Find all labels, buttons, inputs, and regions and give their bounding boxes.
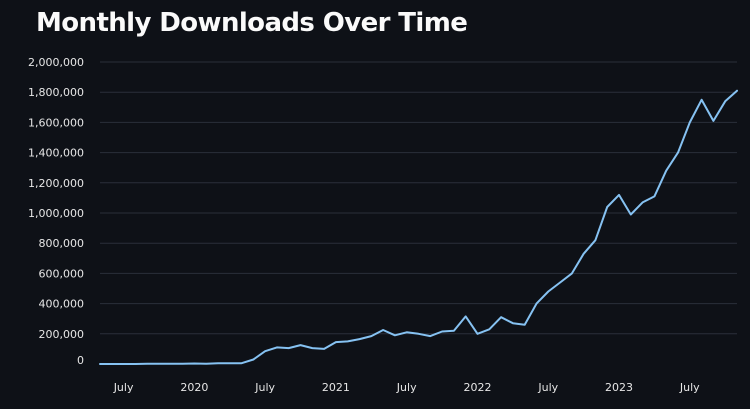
data-point[interactable] — [592, 237, 598, 243]
x-tick-label: July — [113, 381, 134, 394]
y-tick-label: 2,000,000 — [28, 56, 84, 69]
data-point[interactable] — [604, 204, 610, 210]
data-point[interactable] — [722, 98, 728, 104]
data-point[interactable] — [675, 150, 681, 156]
data-point[interactable] — [227, 360, 233, 366]
data-point[interactable] — [663, 168, 669, 174]
data-point[interactable] — [180, 361, 186, 367]
data-point[interactable] — [710, 118, 716, 124]
data-point[interactable] — [439, 329, 445, 335]
data-point[interactable] — [616, 192, 622, 198]
data-point[interactable] — [569, 270, 575, 276]
data-point[interactable] — [734, 88, 740, 94]
x-tick-label: 2022 — [463, 381, 491, 394]
data-point[interactable] — [298, 342, 304, 348]
x-tick-label: 2020 — [180, 381, 208, 394]
data-point[interactable] — [109, 361, 115, 367]
y-tick-label: 400,000 — [39, 298, 85, 311]
x-axis: July 2020 July 2021 July 2022 July 2023 July — [113, 381, 700, 394]
data-point[interactable] — [451, 328, 457, 334]
data-point[interactable] — [474, 331, 480, 337]
data-point[interactable] — [215, 360, 221, 366]
data-point[interactable] — [486, 326, 492, 332]
x-tick-label: July — [254, 381, 275, 394]
data-point[interactable] — [510, 320, 516, 326]
x-tick-label: 2021 — [322, 381, 350, 394]
data-point[interactable] — [498, 314, 504, 320]
data-point[interactable] — [687, 119, 693, 125]
data-point[interactable] — [463, 313, 469, 319]
data-point[interactable] — [191, 361, 197, 367]
x-tick-label: 2023 — [605, 381, 633, 394]
data-point[interactable] — [97, 361, 103, 367]
data-point[interactable] — [380, 327, 386, 333]
y-tick-label: 1,200,000 — [28, 177, 84, 190]
x-tick-label: July — [679, 381, 700, 394]
data-point[interactable] — [522, 322, 528, 328]
data-point[interactable] — [309, 345, 315, 351]
data-point[interactable] — [168, 361, 174, 367]
series-line-monthly-downloads — [99, 89, 738, 365]
y-tick-label: 1,000,000 — [28, 207, 84, 220]
chart-title: Monthly Downloads Over Time — [36, 8, 468, 38]
data-point[interactable] — [239, 360, 245, 366]
data-point[interactable] — [404, 329, 410, 335]
data-point[interactable] — [699, 97, 705, 103]
y-tick-label: 200,000 — [39, 328, 85, 341]
data-point[interactable] — [557, 279, 563, 285]
data-point[interactable] — [250, 356, 256, 362]
data-point[interactable] — [333, 339, 339, 345]
data-point[interactable] — [345, 338, 351, 344]
y-tick-label: 1,800,000 — [28, 86, 84, 99]
series-layer — [97, 88, 740, 367]
data-point[interactable] — [651, 193, 657, 199]
y-axis: 0 200,000 400,000 600,000 800,000 1,000,000 1,… — [28, 56, 84, 367]
data-point[interactable] — [416, 331, 422, 337]
y-tick-label: 800,000 — [39, 237, 85, 250]
data-point[interactable] — [203, 361, 209, 367]
y-tick-label: 1,400,000 — [28, 147, 84, 160]
data-point[interactable] — [392, 332, 398, 338]
data-point[interactable] — [628, 212, 634, 218]
y-tick-label: 0 — [77, 354, 84, 367]
y-tick-label: 600,000 — [39, 267, 85, 280]
data-point[interactable] — [156, 361, 162, 367]
data-point[interactable] — [132, 361, 138, 367]
data-point[interactable] — [427, 333, 433, 339]
x-tick-label: July — [537, 381, 558, 394]
data-point[interactable] — [533, 301, 539, 307]
data-point[interactable] — [545, 289, 551, 295]
data-point[interactable] — [581, 251, 587, 257]
data-point[interactable] — [368, 333, 374, 339]
data-point[interactable] — [357, 336, 363, 342]
data-point[interactable] — [286, 345, 292, 351]
data-point[interactable] — [321, 346, 327, 352]
data-point[interactable] — [121, 361, 127, 367]
data-point[interactable] — [640, 199, 646, 205]
data-point[interactable] — [274, 344, 280, 350]
x-tick-label: July — [396, 381, 417, 394]
y-tick-label: 1,600,000 — [28, 116, 84, 129]
data-point[interactable] — [262, 348, 268, 354]
grid-layer — [100, 61, 737, 335]
data-point[interactable] — [144, 361, 150, 367]
